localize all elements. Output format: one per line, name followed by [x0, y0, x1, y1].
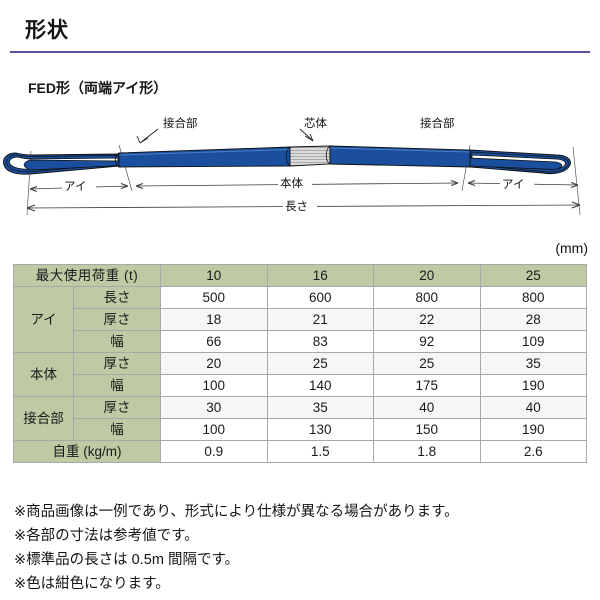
table-row: アイ 長さ 500 600 800 800: [13, 286, 587, 353]
cell-value: 130: [266, 418, 374, 441]
cell-value: 109: [479, 330, 587, 353]
table-row: 本体 厚さ 20 25 25 35: [13, 352, 587, 397]
cell-value: 25: [266, 352, 374, 375]
cell-value: 800: [479, 286, 587, 309]
row-label: 厚さ: [73, 396, 161, 419]
group-label-eye: アイ: [13, 286, 74, 353]
cell-value: 30: [160, 396, 268, 419]
cell-value: 800: [373, 286, 481, 309]
row-label: 幅: [73, 330, 161, 353]
note-item: ※標準品の長さは 0.5m 間隔です。: [14, 552, 239, 568]
cell-value: 175: [373, 374, 481, 397]
note-item: ※各部の寸法は参考値です。: [14, 528, 199, 544]
dim-body: 本体: [280, 176, 303, 190]
table-row: 接合部 厚さ 30 35 40 40: [13, 396, 587, 441]
label-core: 芯体: [304, 116, 327, 130]
cell-value: 18: [160, 308, 268, 331]
cell-value: 140: [266, 374, 374, 397]
label-joint-right: 接合部: [420, 116, 455, 130]
header-col-3: 25: [479, 264, 587, 287]
cell-value: 28: [479, 308, 587, 331]
row-label: 厚さ: [73, 352, 161, 375]
specification-table: 最大使用荷重 (t) 10 16 20 25 アイ 長さ 500 600 800…: [13, 264, 587, 463]
header-col-0: 10: [160, 264, 268, 287]
note-item: ※色は紺色になります。: [14, 576, 170, 592]
cell-value: 25: [373, 352, 481, 375]
table-header-row: 最大使用荷重 (t) 10 16 20 25: [13, 264, 587, 287]
title-divider: [10, 51, 590, 53]
header-max-load: 最大使用荷重 (t): [13, 264, 161, 287]
cell-value: 92: [373, 330, 481, 353]
cell-value: 600: [266, 286, 374, 309]
row-label: 幅: [73, 418, 161, 441]
cell-value: 40: [479, 396, 587, 419]
group-label-body: 本体: [13, 352, 74, 397]
table-row: 幅 100 140 175 190: [14, 374, 587, 397]
cell-value: 0.9: [160, 440, 268, 463]
table-row: 幅 100 130 150 190: [14, 418, 587, 441]
product-type-subtitle: FED形（両端アイ形）: [28, 80, 168, 96]
cell-value: 40: [373, 396, 481, 419]
table-row-weight: 自重 (kg/m) 0.9 1.5 1.8 2.6: [13, 440, 587, 463]
cell-value: 500: [160, 286, 268, 309]
cell-value: 2.6: [479, 440, 587, 463]
row-label: 幅: [73, 374, 161, 397]
cell-value: 1.8: [373, 440, 481, 463]
row-label: 厚さ: [73, 308, 161, 331]
page-title: 形状: [25, 19, 69, 42]
cell-value: 35: [479, 352, 587, 375]
cell-value: 83: [266, 330, 374, 353]
cell-value: 100: [160, 374, 268, 397]
row-label-weight: 自重 (kg/m): [13, 440, 161, 463]
row-label: 長さ: [73, 286, 161, 309]
cell-value: 22: [373, 308, 481, 331]
cell-value: 35: [266, 396, 374, 419]
unit-label: (mm): [555, 240, 588, 256]
dim-total-length: 長さ: [285, 200, 308, 213]
table-row: 厚さ 18 21 22 28: [14, 308, 587, 331]
cell-value: 66: [160, 330, 268, 353]
cell-value: 1.5: [266, 440, 374, 463]
label-joint-left: 接合部: [163, 116, 198, 130]
cell-value: 100: [160, 418, 268, 441]
cell-value: 150: [373, 418, 481, 441]
table-row: 幅 66 83 92 109: [14, 330, 587, 353]
notes-list: ※商品画像は一例であり、形式により仕様が異なる場合があります。 ※各部の寸法は参…: [14, 500, 459, 596]
group-label-joint: 接合部: [13, 396, 74, 441]
header-col-1: 16: [266, 264, 374, 287]
dim-eye-left: アイ: [64, 181, 86, 193]
cell-value: 20: [160, 352, 268, 375]
dim-eye-right: アイ: [502, 179, 524, 191]
sling-diagram: 接合部 芯体 接合部 アイ 本体 アイ: [0, 105, 600, 230]
cell-value: 21: [266, 308, 374, 331]
cell-value: 190: [479, 418, 587, 441]
note-item: ※商品画像は一例であり、形式により仕様が異なる場合があります。: [14, 504, 459, 520]
cell-value: 190: [479, 374, 587, 397]
header-col-2: 20: [373, 264, 481, 287]
